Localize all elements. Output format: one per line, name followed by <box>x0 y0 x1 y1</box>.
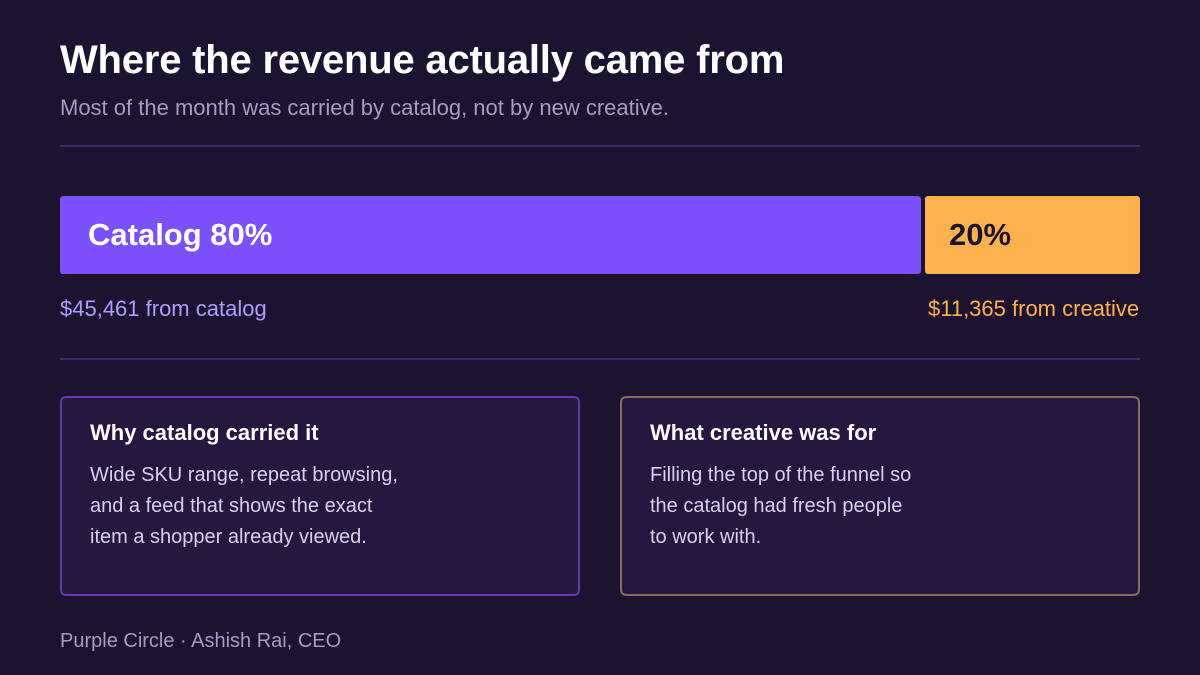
bar-label-creative: 20% <box>949 217 1012 252</box>
card-why-catalog: Why catalog carried it Wide SKU range, r… <box>60 396 580 596</box>
divider-middle <box>60 358 1140 360</box>
amount-creative: $11,365 from creative <box>928 296 1140 321</box>
card-body: Filling the top of the funnel so the cat… <box>650 460 1110 553</box>
card-body: Wide SKU range, repeat browsing, and a f… <box>90 460 550 553</box>
card-line: to work with. <box>650 526 762 548</box>
card-title: Why catalog carried it <box>90 420 319 445</box>
card-title: What creative was for <box>650 420 877 445</box>
card-line: item a shopper already viewed. <box>90 526 367 548</box>
divider-top <box>60 145 1140 147</box>
page-title: Where the revenue actually came from <box>60 38 785 82</box>
card-line: the catalog had fresh people <box>650 495 903 517</box>
bar-segment-catalog: Catalog 80% <box>60 196 921 274</box>
revenue-card: Where the revenue actually came from Mos… <box>60 0 1140 675</box>
footer-credit: Purple Circle · Ashish Rai, CEO <box>60 630 342 652</box>
revenue-split-bar: Catalog 80% 20% <box>60 196 1140 274</box>
amount-catalog: $45,461 from catalog <box>60 296 267 321</box>
page-subtitle: Most of the month was carried by catalog… <box>60 95 669 120</box>
card-line: and a feed that shows the exact <box>90 495 373 517</box>
card-what-creative: What creative was for Filling the top of… <box>620 396 1140 596</box>
bar-segment-creative: 20% <box>925 196 1140 274</box>
bar-label-catalog: Catalog 80% <box>88 217 273 252</box>
card-line: Wide SKU range, repeat browsing, <box>90 464 398 486</box>
card-line: Filling the top of the funnel so <box>650 464 912 486</box>
